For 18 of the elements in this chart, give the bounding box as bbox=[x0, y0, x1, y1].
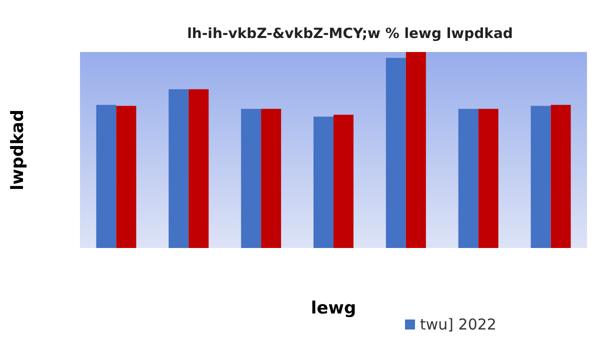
bar bbox=[406, 52, 426, 248]
bar bbox=[478, 108, 498, 248]
bar bbox=[314, 116, 334, 248]
bar bbox=[241, 108, 262, 248]
x-axis-title: lewg bbox=[310, 298, 356, 318]
bar bbox=[334, 114, 354, 248]
bar bbox=[188, 89, 209, 248]
bar bbox=[386, 58, 406, 248]
bar bbox=[96, 104, 116, 248]
bar bbox=[530, 106, 551, 248]
chart-title: lh-ih-vkbZ-&vkbZ-MCY;w % lewg lwpdkad bbox=[187, 26, 513, 42]
bar bbox=[116, 106, 136, 248]
legend-label: twu] 2022 bbox=[420, 316, 496, 334]
bar bbox=[261, 108, 282, 248]
y-axis-title: lwpdkad bbox=[8, 110, 28, 190]
bar bbox=[550, 104, 571, 248]
bar bbox=[458, 108, 478, 248]
bar bbox=[168, 89, 189, 248]
